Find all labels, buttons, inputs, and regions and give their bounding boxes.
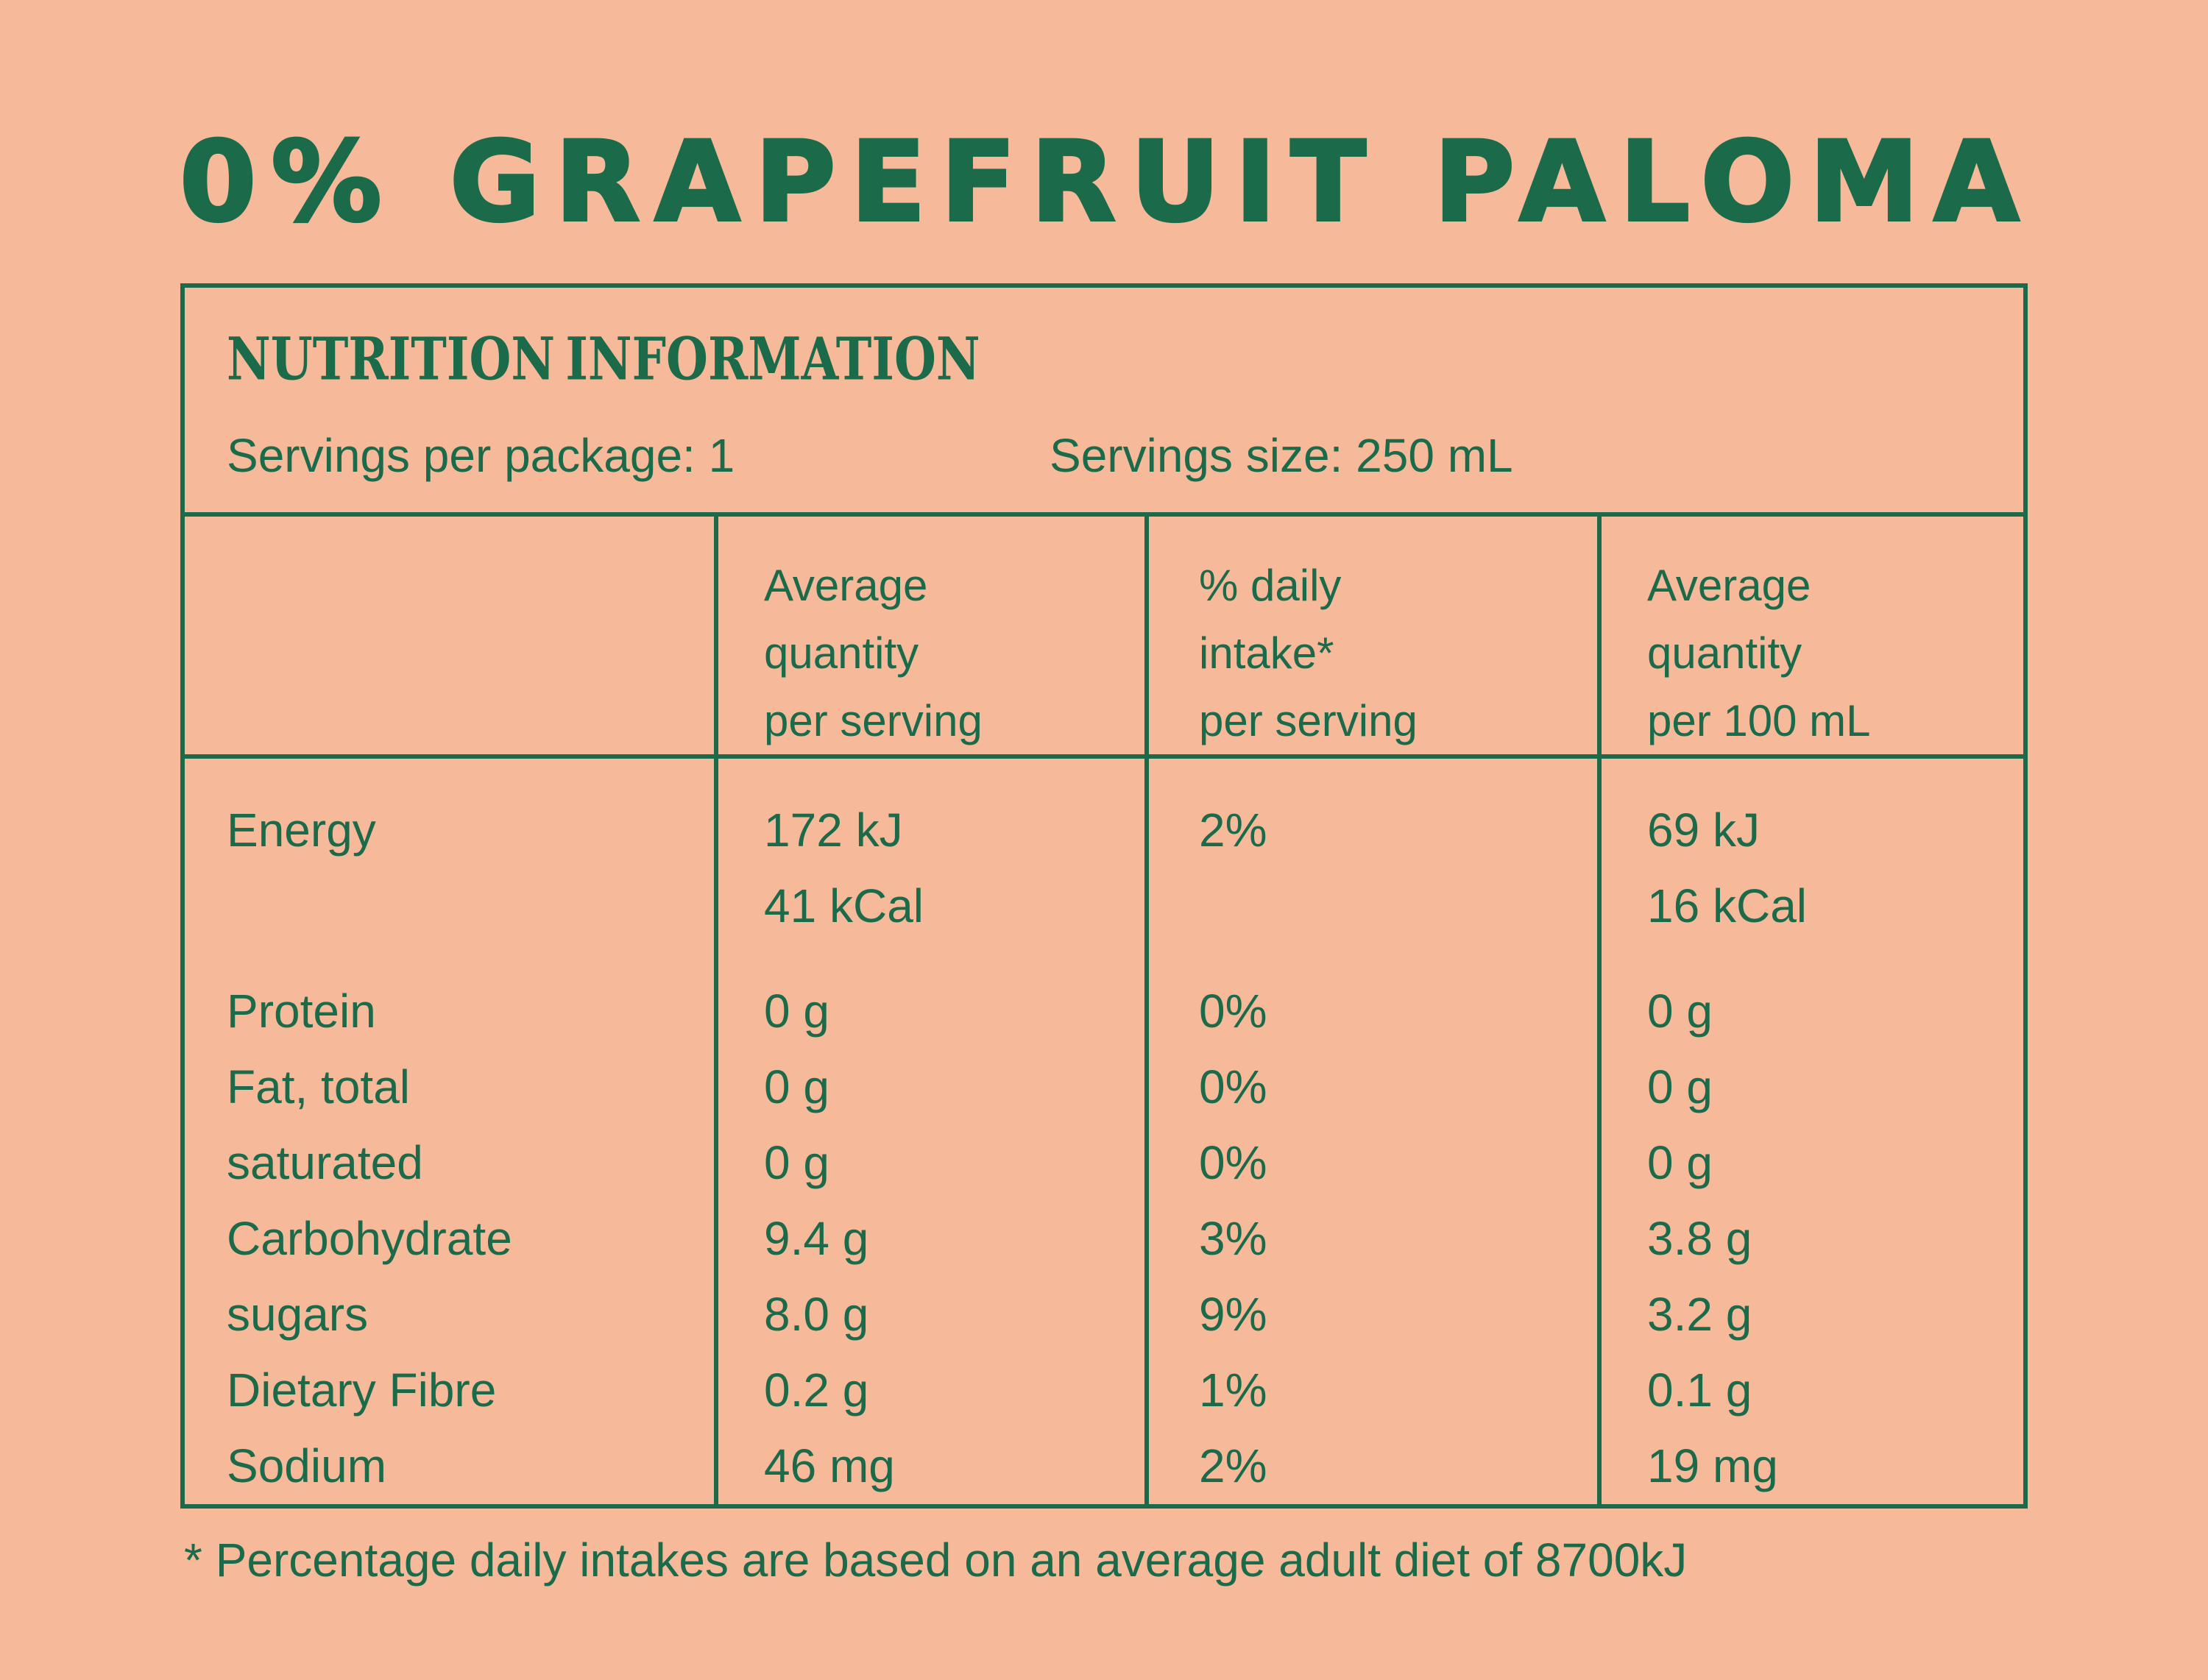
protein-per-100ml: 0 g [1647,985,1713,1038]
servings-size: Servings size: 250 mL [1050,429,1513,482]
per-serving-column: 172 kJ 41 kCal 0 g 0 g 0 g 9.4 g 8.0 g 0… [714,759,1144,1504]
sugars-daily-intake: 9% [1199,1288,1267,1341]
saturated-daily-intake: 0% [1199,1136,1267,1189]
carbohydrate-daily-intake: 3% [1199,1212,1267,1265]
table-body: Energy Protein Fat, total saturated Carb… [185,759,2023,1504]
sodium-daily-intake: 2% [1199,1439,1267,1492]
label-protein: Protein [227,985,376,1038]
label-sodium: Sodium [227,1439,386,1492]
label-fat-total: Fat, total [227,1060,410,1113]
fat-total-per-serving: 0 g [764,1060,829,1113]
saturated-per-serving: 0 g [764,1136,829,1189]
dietary-fibre-per-100ml: 0.1 g [1647,1364,1752,1417]
col-header-per-100ml: Average quantity per 100 mL [1597,517,2023,755]
protein-per-serving: 0 g [764,985,829,1038]
label-saturated: saturated [227,1136,423,1189]
fat-total-daily-intake: 0% [1199,1060,1267,1113]
col-header-daily-intake: % daily intake* per serving [1144,517,1597,755]
energy-daily-intake: 2% [1199,804,1267,857]
energy-per-100ml: 69 kJ 16 kCal [1647,804,1807,932]
daily-intake-column: 2% 0% 0% 0% 3% 9% 1% 2% [1144,759,1597,1504]
dietary-fibre-daily-intake: 1% [1199,1364,1267,1417]
dietary-fibre-per-serving: 0.2 g [764,1364,869,1417]
sugars-per-serving: 8.0 g [764,1288,869,1341]
carbohydrate-per-100ml: 3.8 g [1647,1212,1752,1265]
servings-per-package: Servings per package: 1 [227,429,735,482]
label-dietary-fibre: Dietary Fibre [227,1364,497,1417]
servings-row: Servings per package: 1 Servings size: 2… [227,428,2023,483]
panel-heading: NUTRITION INFORMATION [227,324,980,394]
nutrition-panel: NUTRITION INFORMATION Servings per packa… [180,283,2028,1509]
product-title: 0% GRAPEFRUIT PALOMA [178,118,2034,247]
label-carbohydrate: Carbohydrate [227,1212,512,1265]
sugars-per-100ml: 3.2 g [1647,1288,1752,1341]
col-header-nutrient [185,517,714,755]
footnote: * Percentage daily intakes are based on … [184,1534,1688,1587]
sodium-per-100ml: 19 mg [1647,1439,1778,1492]
nutrient-label-column: Energy Protein Fat, total saturated Carb… [185,759,714,1504]
energy-per-serving: 172 kJ 41 kCal [764,804,924,932]
sodium-per-serving: 46 mg [764,1439,895,1492]
col-header-per-serving: Average quantity per serving [714,517,1144,755]
fat-total-per-100ml: 0 g [1647,1060,1713,1113]
protein-daily-intake: 0% [1199,985,1267,1038]
label-energy: Energy [227,804,376,857]
per-100ml-column: 69 kJ 16 kCal 0 g 0 g 0 g 3.8 g 3.2 g 0.… [1597,759,2023,1504]
carbohydrate-per-serving: 9.4 g [764,1212,869,1265]
table-column-headers: Average quantity per serving % daily int… [185,512,2023,759]
label-sugars: sugars [227,1288,369,1341]
panel-header: NUTRITION INFORMATION Servings per packa… [185,288,2023,512]
saturated-per-100ml: 0 g [1647,1136,1713,1189]
